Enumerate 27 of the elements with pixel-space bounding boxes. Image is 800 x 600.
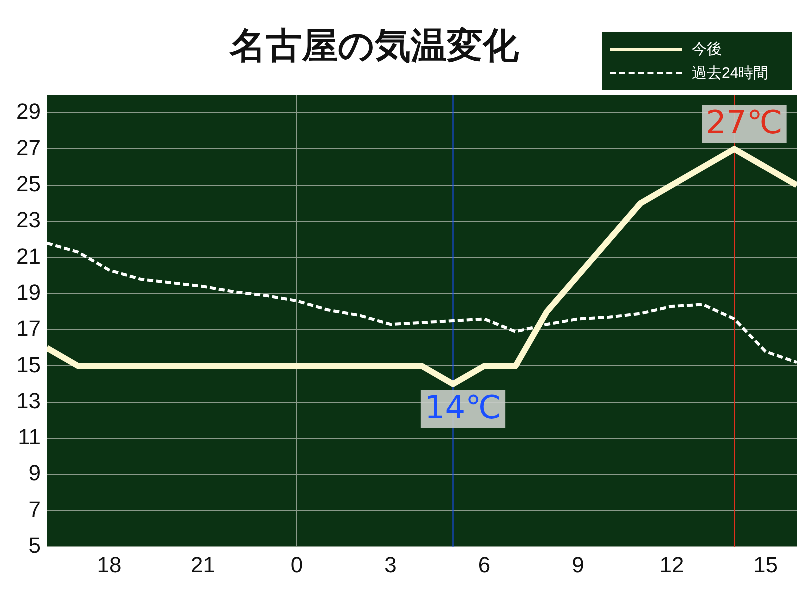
- x-tick-label: 3: [384, 552, 397, 578]
- line-series: [47, 242, 797, 364]
- y-tick-label: 19: [16, 280, 41, 305]
- y-tick-label: 13: [16, 388, 41, 414]
- y-tick-label: 23: [16, 208, 41, 233]
- x-tick-label: 6: [478, 552, 491, 578]
- annotation: 14℃: [424, 388, 502, 427]
- x-tick-label: 12: [660, 552, 684, 578]
- x-tick-label: 0: [290, 552, 304, 578]
- y-tick-label: 17: [16, 316, 41, 342]
- y-tick-label: 7: [28, 496, 41, 522]
- y-tick-label: 5: [28, 533, 41, 558]
- chart-title: 名古屋の気温変化: [230, 25, 519, 69]
- y-tick-label: 25: [16, 171, 41, 196]
- x-tick-label: 21: [191, 552, 216, 578]
- x-tick-label: 9: [572, 552, 584, 578]
- legend-label: 今後: [692, 40, 722, 58]
- legend-label: 過去24時間: [692, 64, 769, 82]
- annotation: 27℃: [706, 104, 783, 142]
- y-tick-label: 9: [28, 460, 41, 486]
- y-tick-label: 27: [16, 135, 41, 160]
- y-tick-label: 11: [18, 424, 41, 450]
- y-tick-label: 21: [16, 244, 41, 269]
- x-tick-label: 15: [754, 552, 778, 578]
- y-tick-label: 15: [16, 352, 41, 378]
- x-tick-label: 18: [97, 552, 122, 578]
- y-tick-label: 29: [16, 99, 41, 124]
